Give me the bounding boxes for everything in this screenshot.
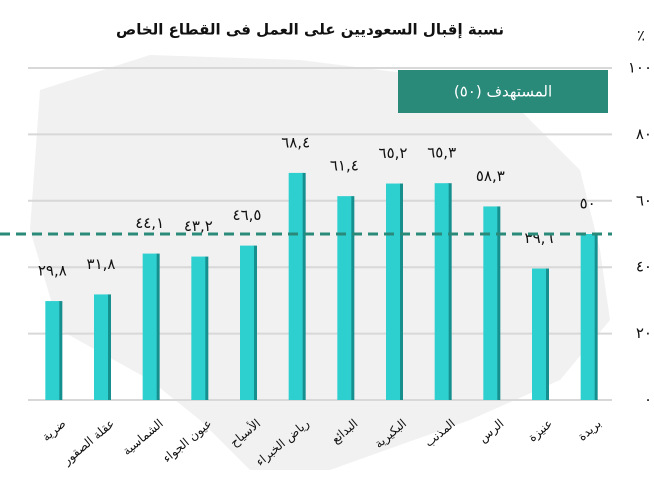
value-label: ٦١,٤ <box>330 157 359 175</box>
bar <box>94 294 108 400</box>
bar-side <box>350 196 355 400</box>
bar <box>191 256 206 400</box>
bar-side <box>58 301 63 400</box>
value-label: ٤٤,١ <box>135 214 164 232</box>
bar-side <box>155 253 160 400</box>
bar-side <box>399 183 403 400</box>
value-label: ٣٩,٦ <box>525 229 554 247</box>
x-tick-label: عنيزة <box>525 416 556 445</box>
value-label: ٤٦,٥ <box>233 206 262 224</box>
value-label: ٥٠ <box>580 195 596 213</box>
bar-side <box>593 234 598 400</box>
y-tick-label: ٨٠ <box>636 125 652 143</box>
bar-side <box>545 268 549 400</box>
bar <box>483 206 498 400</box>
bar <box>45 301 60 400</box>
chart-title: نسبة إقبال السعوديين على العمل فى القطاع… <box>116 21 504 39</box>
bar-side <box>204 256 209 400</box>
value-label: ٦٥,٣ <box>427 144 456 162</box>
bar-side <box>447 183 452 400</box>
bar <box>240 245 254 400</box>
value-label: ٦٥,٢ <box>379 144 408 162</box>
value-label: ٣١,٨ <box>87 255 116 273</box>
bar <box>337 196 352 400</box>
bar <box>386 183 400 400</box>
y-tick-label: ٤٠ <box>636 258 652 276</box>
x-tick-label: عيون الجواء <box>160 416 215 466</box>
value-label: ٥٨,٣ <box>476 167 505 185</box>
bar <box>142 253 157 400</box>
y-tick-label: ٦٠ <box>636 191 652 209</box>
y-tick-label: ٢٠ <box>636 324 652 342</box>
value-label: ٢٩,٨ <box>38 262 67 280</box>
bar <box>434 183 449 400</box>
x-tick-label: الرس <box>476 416 507 446</box>
bar-side <box>496 206 501 400</box>
x-tick-label: بريدة <box>575 416 604 444</box>
target-label: المستهدف (٥٠) <box>454 83 552 101</box>
x-tick-label: ضرية <box>39 416 69 445</box>
value-label: ٤٣,٢ <box>184 217 213 235</box>
bar <box>288 172 303 400</box>
x-tick-label: عقلة الصقور <box>59 416 118 469</box>
target-box <box>398 70 608 113</box>
bar-side <box>301 172 306 400</box>
bar-side <box>253 245 257 400</box>
y-tick-label: ٠ <box>644 391 652 409</box>
bar <box>580 234 595 400</box>
map-background <box>30 55 610 470</box>
bar-side <box>107 294 111 400</box>
unit-label: ٪ <box>637 27 645 45</box>
y-tick-label: ١٠٠ <box>628 59 652 77</box>
bar <box>532 268 546 400</box>
x-tick-label: الشماسية <box>120 416 166 458</box>
value-label: ٦٨,٤ <box>281 133 310 151</box>
